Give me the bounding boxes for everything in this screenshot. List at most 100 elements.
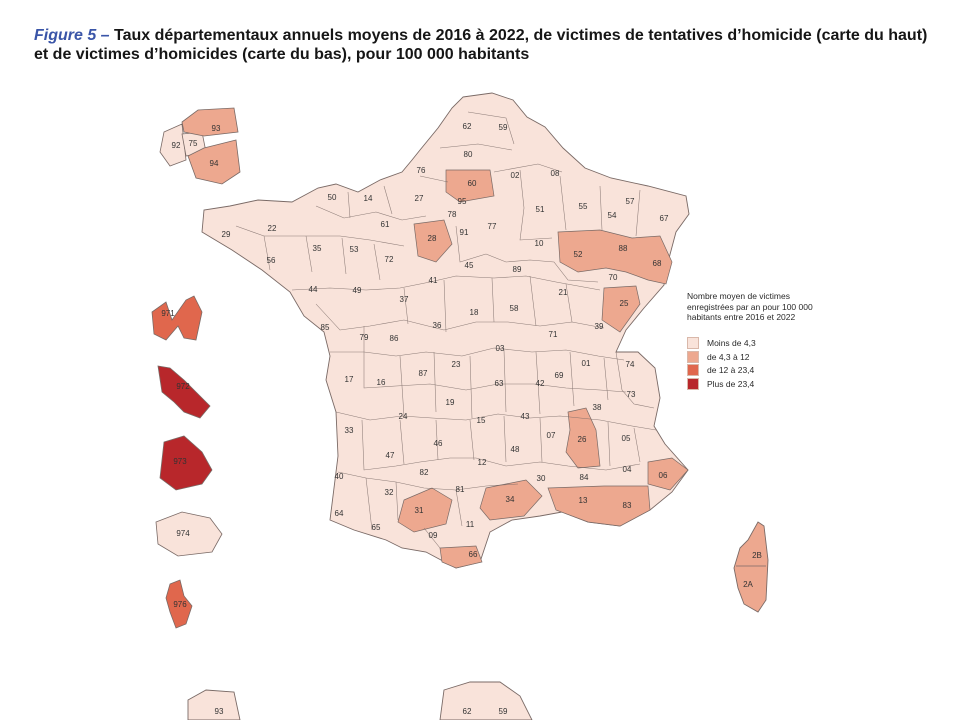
dep-label-976: 976 [173,600,187,609]
dep-06-shape [647,457,689,491]
dep-label-79: 79 [360,333,369,342]
dep-label-86: 86 [390,334,399,343]
legend-classes: Moins de 4,3 de 4,3 à 12 de 12 à 23,4 Plus … [687,337,827,391]
dep-label-40: 40 [335,472,344,481]
dep-label-23: 23 [452,360,461,369]
dep-34-shape [479,479,543,521]
dep-label-37: 37 [400,295,409,304]
dep-label-47: 47 [386,451,395,460]
dep-label-03: 03 [496,344,505,353]
dep-label-94: 94 [210,159,219,168]
dep-label-44: 44 [309,285,318,294]
dep-label-46: 46 [434,439,443,448]
dep-13-83-shape [547,485,651,527]
dep-label-45: 45 [465,261,474,270]
dep-label-52: 52 [574,250,583,259]
dep-label-53: 53 [350,245,359,254]
dep-label-26: 26 [578,435,587,444]
dep-label-2B: 2B [752,551,762,560]
dep-label-76: 76 [417,166,426,175]
dep-label-55: 55 [579,202,588,211]
dep-60-shape [445,169,495,203]
dep-label-51: 51 [536,205,545,214]
department-borders [235,111,657,549]
dep-label-30: 30 [537,474,546,483]
dep-label-70: 70 [609,273,618,282]
dep-label-27: 27 [415,194,424,203]
highlighted-departments [397,169,689,569]
lower-dep-label-93: 93 [215,707,224,716]
dep-label-02: 02 [511,171,520,180]
dep-label-12: 12 [478,458,487,467]
dep-label-71: 71 [549,330,558,339]
lower-idf-inset-shape [187,689,241,720]
dep-label-67: 67 [660,214,669,223]
corsica-shape [733,521,769,613]
figure-title-text: Taux départementaux annuels moyens de 20… [34,27,928,63]
dep-label-08: 08 [551,169,560,178]
dep-label-93: 93 [212,124,221,133]
dep-label-73: 73 [627,390,636,399]
dep-label-49: 49 [353,286,362,295]
legend-label: de 4,3 à 12 [707,351,750,362]
dep-label-66: 66 [469,550,478,559]
dep-label-54: 54 [608,211,617,220]
dep-label-64: 64 [335,509,344,518]
dep-66-shape [439,545,483,569]
dep-label-34: 34 [506,495,515,504]
dep-label-971: 971 [161,309,175,318]
dep-label-72: 72 [385,255,394,264]
legend-label: Plus de 23,4 [707,378,755,389]
legend-swatch [687,337,699,350]
legend-row: Moins de 4,3 [687,337,827,351]
dep-label-84: 84 [580,473,589,482]
dep-label-07: 07 [547,431,556,440]
dep-label-80: 80 [464,150,473,159]
dep-label-16: 16 [377,378,386,387]
legend-row: de 4,3 à 12 [687,350,827,364]
dep-label-25: 25 [620,299,629,308]
dep-label-31: 31 [415,506,424,515]
dep-972-shape [157,365,211,419]
map-legend: Nombre moyen de victimes enregistrées pa… [687,291,827,391]
dep-label-28: 28 [428,234,437,243]
dep-label-57: 57 [626,197,635,206]
dep-label-95: 95 [458,197,467,206]
dep-label-2A: 2A [743,580,753,589]
dep-26-shape [565,407,601,469]
legend-swatch [687,364,699,377]
legend-swatch [687,350,699,363]
dep-label-41: 41 [429,276,438,285]
legend-swatch [687,377,699,390]
dep-label-21: 21 [559,288,568,297]
dep-label-83: 83 [623,501,632,510]
legend-row: Plus de 23,4 [687,377,827,391]
dep-label-35: 35 [313,244,322,253]
dep-973-shape [159,435,213,491]
dep-label-06: 06 [659,471,668,480]
dep-label-38: 38 [593,403,602,412]
dep-94-shape [187,139,241,185]
dep-52-88-68-shape [557,229,673,285]
lower-dep-label-59: 59 [499,707,508,716]
dep-976-shape [165,579,193,629]
dep-label-48: 48 [511,445,520,454]
legend-label: de 12 à 23,4 [707,365,755,375]
dep-971-shape [151,295,203,341]
dep-label-19: 19 [446,398,455,407]
dep-label-89: 89 [513,265,522,274]
dep-label-972: 972 [176,382,190,391]
dep-label-36: 36 [433,321,442,330]
dep-label-04: 04 [623,465,632,474]
legend-title: Nombre moyen de victimes enregistrées pa… [687,291,813,322]
dep-label-68: 68 [653,259,662,268]
dep-label-75: 75 [189,139,198,148]
dep-label-69: 69 [555,371,564,380]
dep-label-56: 56 [267,256,276,265]
dep-label-74: 74 [626,360,635,369]
dep-label-62: 62 [463,122,472,131]
dep-label-91: 91 [460,228,469,237]
dep-28-shape [413,219,453,263]
